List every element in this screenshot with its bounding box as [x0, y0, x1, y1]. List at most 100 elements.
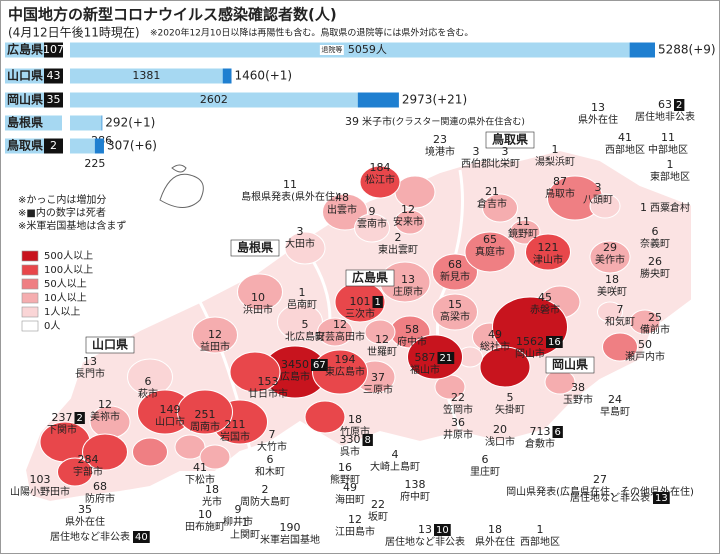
- municipality-name: 居住地非公表: [635, 110, 695, 123]
- total-label: 5288: [658, 43, 689, 57]
- municipality-name: 西伯郡: [461, 157, 491, 170]
- municipality-area: [132, 437, 168, 467]
- deaths-box: [44, 138, 63, 154]
- municipality-name: 鳥取市: [545, 187, 575, 200]
- municipality-name: 東広島市: [325, 365, 365, 378]
- case-count: 38: [571, 381, 585, 394]
- change-label: (+1): [128, 116, 155, 130]
- prefecture-name: 島根県: [237, 240, 273, 255]
- subtitle: (4月12日午後11時現在): [8, 26, 140, 40]
- municipality-name: 福山市: [410, 363, 440, 376]
- case-count: 5: [507, 391, 514, 404]
- municipality-name: 美祢市: [90, 410, 120, 423]
- municipality-area: [394, 209, 426, 235]
- municipality-area: [177, 389, 233, 435]
- change-label: (+9): [689, 43, 716, 57]
- deaths-label: 35: [47, 93, 61, 106]
- case-count: 39: [345, 115, 359, 128]
- municipality-name: 三次市: [345, 307, 375, 320]
- change-label: (+1): [265, 69, 292, 83]
- municipality-name: 和木町: [255, 466, 285, 478]
- municipality-name: 県外在住: [578, 113, 618, 126]
- case-count: 194: [335, 353, 356, 366]
- total-label: 1460: [235, 69, 266, 83]
- legend-swatch: [21, 306, 39, 318]
- recovered-legend-box: [319, 45, 344, 55]
- case-count: 11: [516, 215, 530, 228]
- municipality-name: 邑南町: [287, 298, 317, 311]
- recovered-bar: [70, 68, 223, 84]
- municipality-name: 山陽小野田市: [10, 485, 70, 498]
- case-count: 23: [433, 133, 447, 146]
- case-count: 11: [283, 178, 297, 191]
- change-label: (+6): [130, 139, 157, 153]
- deaths-box: [546, 336, 563, 348]
- case-count: 41: [193, 461, 207, 474]
- case-count: 24: [608, 393, 622, 406]
- case-count: 3: [297, 225, 304, 238]
- case-count: 49: [343, 481, 357, 494]
- deaths-count: 16: [548, 337, 561, 348]
- municipality-name: 府中町: [400, 490, 430, 503]
- municipality-name: 防府市: [85, 492, 115, 505]
- prefecture-name-bg: [485, 131, 535, 149]
- case-count: 58: [405, 323, 419, 336]
- municipality-area: [237, 273, 283, 311]
- recovered-bar: [70, 138, 95, 154]
- case-count: 9: [369, 205, 376, 218]
- prefecture-name: 鳥取県: [492, 132, 528, 147]
- case-count: 18: [488, 523, 502, 536]
- deaths-box: [44, 42, 63, 58]
- case-count: 22: [371, 498, 385, 511]
- case-count: 26: [648, 255, 662, 268]
- recovered-label: 1381: [132, 69, 160, 82]
- municipality-area: [464, 231, 516, 273]
- deaths-count: 13: [655, 493, 668, 504]
- case-count: 10: [251, 291, 265, 304]
- case-count: 237: [52, 411, 73, 424]
- recovered-label: 5059人: [348, 43, 387, 56]
- municipality-name: 県外在住: [65, 515, 105, 528]
- municipality-area: [589, 193, 621, 219]
- municipality-name: 長門市: [75, 367, 105, 380]
- case-count: 1: [299, 286, 306, 299]
- case-count: 153: [258, 375, 279, 388]
- case-count: 48: [335, 191, 349, 204]
- case-count: 65: [483, 233, 497, 246]
- municipality-name: 府中市: [397, 335, 427, 348]
- municipality-name: 西粟倉村: [650, 201, 690, 214]
- case-count: 12: [333, 318, 347, 331]
- legend-label: 100人以上: [44, 264, 93, 276]
- deaths-box: [674, 99, 685, 111]
- oki-islands: [159, 164, 204, 208]
- deaths-box: [311, 359, 328, 371]
- legend-swatch: [21, 264, 39, 276]
- legend-swatch: [21, 278, 39, 290]
- municipality-name: 益田市: [200, 340, 230, 353]
- municipality-area: [57, 457, 93, 487]
- deaths-count: 67: [313, 360, 326, 371]
- case-count: 22: [451, 391, 465, 404]
- municipality-name: 矢掛町: [495, 403, 525, 416]
- municipality-name: 瀬戸内市: [625, 350, 665, 363]
- municipality-name: 下松市: [185, 473, 215, 486]
- municipality-name: 米子市: [362, 115, 392, 128]
- municipality-name: 高梁市: [440, 310, 470, 323]
- municipality-name: 米軍岩国基地: [260, 533, 320, 546]
- case-count: 3: [502, 145, 509, 158]
- municipality-name: 熊野町: [330, 473, 360, 486]
- case-count: 13: [591, 101, 605, 114]
- prefecture-name: 広島県: [352, 270, 388, 285]
- municipality-name: 三原市: [363, 383, 393, 396]
- case-count: 12: [375, 333, 389, 346]
- prefecture-name: 山口県: [92, 337, 128, 352]
- prefecture-name-bg: [230, 239, 280, 257]
- municipality-name: 西部地区: [605, 143, 645, 156]
- municipality-name: 海田町: [335, 493, 365, 506]
- case-count: 15: [448, 298, 462, 311]
- municipality-area: [359, 165, 401, 199]
- municipality-name: 大竹市: [257, 440, 287, 453]
- case-count: 68: [93, 480, 107, 493]
- recovered-bar: [70, 115, 102, 131]
